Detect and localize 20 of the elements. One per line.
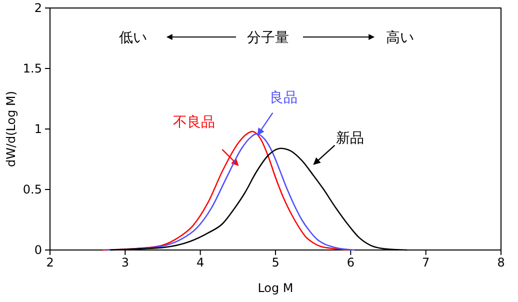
x-tick-label: 3 — [121, 256, 129, 270]
y-tick-label: 2 — [34, 0, 42, 15]
y-tick-label: 0 — [34, 242, 42, 257]
annotation: 低い — [119, 30, 147, 46]
y-tick-label: 0.5 — [22, 182, 42, 196]
annotation: 分子量 — [247, 30, 289, 46]
series-label: 不良品 — [173, 114, 216, 130]
x-tick-label: 7 — [422, 256, 430, 270]
x-tick-label: 8 — [497, 256, 505, 270]
annotation: 高い — [386, 30, 414, 46]
y-axis-title: dW/d(Log M) — [4, 90, 18, 168]
x-axis-title: Log M — [258, 281, 294, 295]
text: 良品 — [270, 90, 298, 106]
x-tick-label: 2 — [46, 256, 54, 270]
y-tick-label: 1.5 — [22, 61, 42, 76]
x-tick-label: 6 — [346, 256, 354, 270]
text: 新品 — [336, 130, 364, 146]
x-tick-label: 4 — [196, 256, 204, 270]
y-tick-label: 1 — [34, 122, 42, 136]
x-tick-label: 5 — [272, 256, 280, 270]
